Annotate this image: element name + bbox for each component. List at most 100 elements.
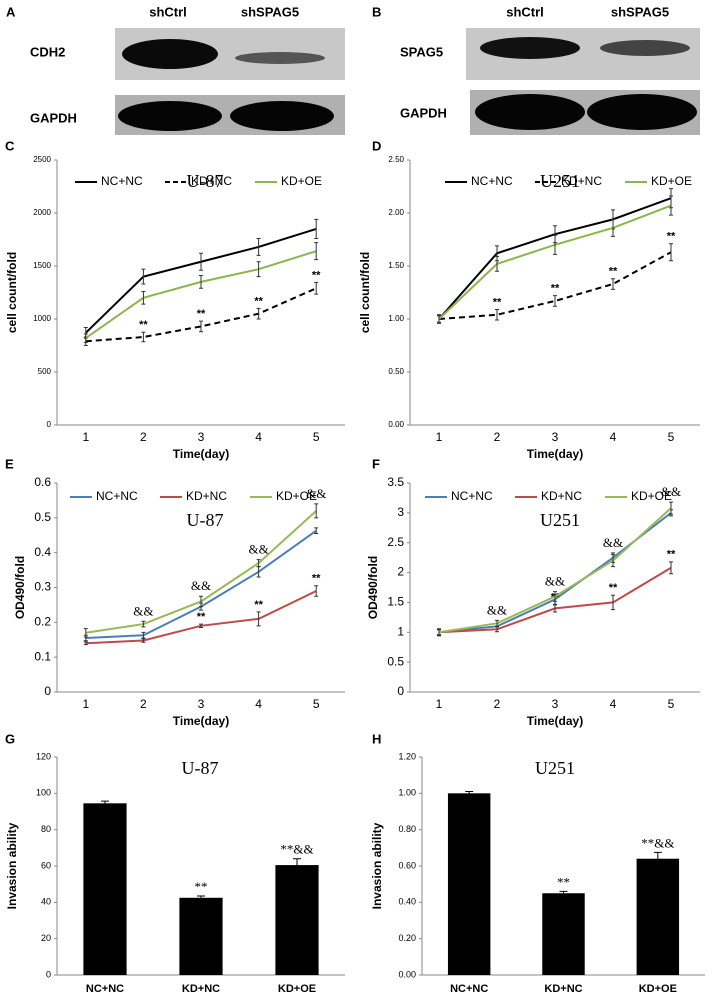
x-tick-label: 3 [552, 430, 559, 444]
y-tick-label: 0.4 [34, 545, 51, 559]
significance-mark: ** [609, 582, 618, 594]
row-label: GAPDH [400, 105, 447, 120]
significance-mark: ** [254, 599, 263, 611]
significance-mark: ** [493, 296, 502, 308]
legend-label: KD+OE [276, 489, 317, 503]
legend-label: KD+NC [186, 489, 227, 503]
error-bar [669, 243, 673, 262]
lane-label: shSPAG5 [611, 4, 669, 19]
legend-label: KD+NC [561, 174, 602, 188]
significance-mark: && [661, 484, 681, 499]
error-bar [495, 308, 499, 321]
y-tick-label: 2.50 [388, 155, 404, 164]
significance-mark: ** [609, 266, 618, 278]
error-bar [293, 858, 301, 872]
x-tick-label: 5 [313, 430, 320, 444]
error-bar [256, 261, 261, 278]
error-bar [256, 559, 261, 568]
error-bar [653, 851, 662, 866]
significance-mark: && [248, 542, 268, 557]
y-tick-label: 1.00 [388, 314, 404, 323]
y-tick-label: 2000 [33, 208, 51, 217]
x-axis-label: Time(day) [527, 447, 583, 461]
chart-title: U-87 [187, 171, 224, 191]
chart-title: U251 [540, 171, 580, 191]
x-tick-label: 2 [140, 697, 147, 711]
y-tick-label: 120 [36, 751, 51, 761]
error-bar [83, 641, 88, 646]
y-tick-label: 1.5 [387, 595, 404, 609]
significance-mark: && [191, 578, 211, 593]
chart-title: U251 [535, 758, 575, 778]
x-tick-label: 1 [436, 430, 443, 444]
lane-label: shCtrl [506, 4, 544, 19]
significance-mark: && [487, 602, 507, 617]
x-tick-label: 2 [494, 697, 501, 711]
error-bar [611, 218, 615, 237]
y-axis-label: Invasion ability [370, 822, 384, 909]
error-bar [553, 604, 557, 613]
y-tick-label: 0.00 [398, 969, 416, 979]
band [600, 40, 690, 56]
legend-label: KD+NC [191, 174, 232, 188]
error-bar [437, 314, 441, 324]
significance-mark: ** [551, 283, 560, 295]
x-tick-label: NC+NC [86, 983, 124, 995]
x-tick-label: 1 [82, 430, 89, 444]
y-tick-label: 3 [397, 505, 404, 519]
chart-title: U-87 [182, 758, 219, 778]
significance-mark: ** [197, 308, 206, 320]
x-tick-label: 4 [255, 430, 262, 444]
row-label: CDH2 [30, 44, 65, 59]
error-bar [199, 595, 203, 608]
x-tick-label: 1 [436, 697, 443, 711]
y-tick-label: 1.50 [388, 261, 404, 270]
error-bar [611, 554, 615, 568]
error-bar [611, 278, 615, 290]
panel-letter: G [5, 731, 15, 746]
y-tick-label: 80 [41, 824, 51, 834]
significance-mark: **&& [280, 842, 313, 857]
x-tick-label: KD+OE [278, 983, 316, 995]
error-bar [256, 237, 261, 256]
band [235, 52, 325, 64]
significance-mark: ** [312, 269, 321, 281]
error-bar [495, 619, 499, 627]
y-tick-label: 0 [397, 684, 404, 698]
legend-label: NC+NC [96, 489, 138, 503]
y-tick-label: 0.1 [34, 649, 51, 663]
x-tick-label: 5 [668, 430, 675, 444]
y-tick-label: 0.20 [398, 933, 416, 943]
y-tick-label: 0.5 [387, 654, 404, 668]
y-tick-label: 1.00 [398, 788, 416, 798]
significance-mark: ** [197, 611, 206, 623]
error-bar [141, 268, 146, 285]
y-tick-label: 2 [397, 565, 404, 579]
y-tick-label: 20 [41, 933, 51, 943]
error-bar [199, 252, 203, 271]
significance-mark: && [603, 535, 623, 550]
x-tick-label: KD+NC [544, 983, 582, 995]
y-tick-label: 40 [41, 897, 51, 907]
y-tick-label: 2.5 [387, 535, 404, 549]
y-axis-label: cell count/fold [358, 252, 372, 333]
y-tick-label: 0 [46, 969, 51, 979]
error-bar [559, 890, 568, 896]
chart-title: U251 [540, 510, 580, 530]
error-bar [669, 561, 673, 575]
error-bar [141, 290, 146, 305]
error-bar [83, 628, 88, 638]
x-tick-label: 3 [198, 430, 205, 444]
bar [275, 865, 319, 975]
y-tick-label: 0.50 [388, 367, 404, 376]
y-tick-label: 1 [397, 624, 404, 638]
error-bar [314, 281, 319, 295]
band [118, 101, 222, 131]
significance-mark: ** [312, 573, 321, 585]
error-bar [553, 591, 557, 602]
y-axis-label: OD490/fold [13, 556, 27, 619]
y-tick-label: 0.6 [34, 475, 51, 489]
x-tick-label: 1 [82, 697, 89, 711]
